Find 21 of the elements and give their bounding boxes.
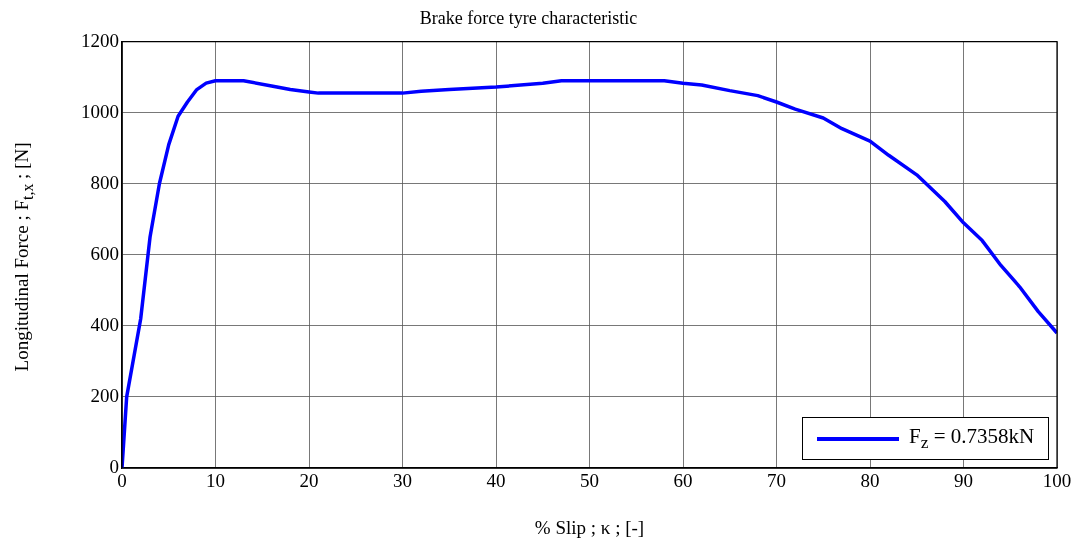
y-tick-label: 200 [90,384,119,406]
x-tick-label: 30 [393,470,412,492]
y-tick-label: 400 [90,313,119,335]
y-tick-label: 800 [90,171,119,193]
x-tick-label: 40 [486,470,506,492]
y-tick-label: 1200 [81,29,119,51]
chart-title: Brake force tyre characteristic [419,7,638,28]
x-tick-label: 70 [767,470,786,492]
y-tick-label: 1000 [81,100,119,122]
x-tick-label: 90 [954,470,973,492]
x-tick-label: 10 [206,470,225,492]
x-tick-label: 100 [1042,470,1072,492]
x-tick-label: 80 [860,470,880,492]
y-tick-label: 0 [109,455,119,477]
legend-box: F$_{z}$ = 0.7358kN [802,417,1050,461]
x-axis-title: % Slip ; κ ; [-] [534,516,645,538]
x-tick-label: 50 [580,470,599,492]
x-tick-label: 20 [299,470,319,492]
x-tick-label: 60 [673,470,693,492]
legend-label: F$_{z}$ = 0.7358kN [909,424,1035,454]
y-tick-label: 600 [90,242,119,264]
